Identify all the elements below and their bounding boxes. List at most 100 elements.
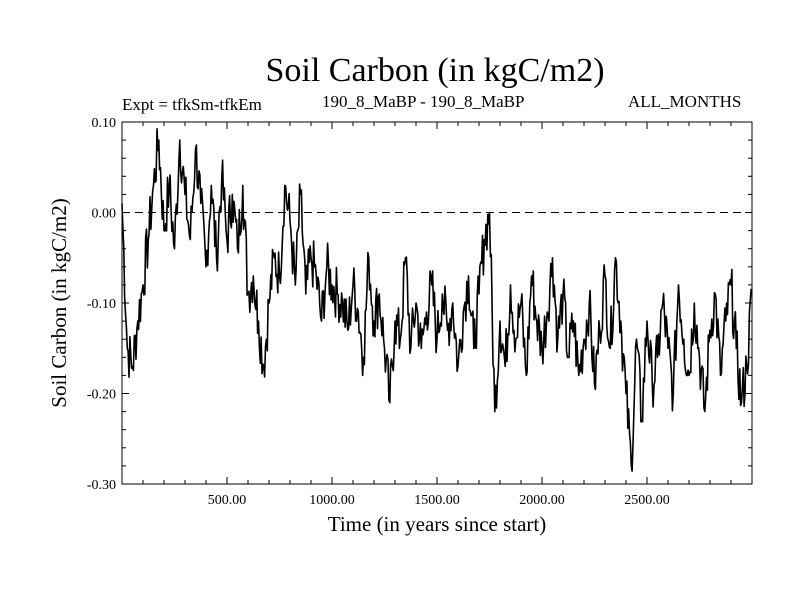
data-point — [520, 302, 522, 304]
chart-title: Soil Carbon (in kgC/m2) — [265, 52, 605, 89]
data-point — [630, 465, 632, 467]
data-point — [294, 284, 296, 286]
data-point — [200, 202, 202, 204]
data-point — [347, 329, 349, 331]
data-point — [646, 320, 648, 322]
x-tick-label: 2500.00 — [624, 493, 670, 508]
data-point — [488, 211, 490, 213]
data-point — [410, 347, 412, 349]
data-point — [546, 311, 548, 313]
data-point — [740, 401, 742, 403]
data-point — [168, 184, 170, 186]
data-point — [609, 347, 611, 349]
data-point — [215, 257, 217, 259]
data-point — [693, 302, 695, 304]
data-point — [446, 329, 448, 331]
y-tick-label: 0.10 — [92, 116, 117, 131]
data-point — [499, 320, 501, 322]
data-point — [572, 320, 574, 322]
data-point — [147, 238, 149, 240]
data-point — [142, 284, 144, 286]
data-point — [131, 365, 133, 367]
data-point — [315, 275, 317, 277]
data-point — [189, 238, 191, 240]
data-point — [326, 266, 328, 268]
y-tick-label: -0.20 — [87, 388, 116, 403]
data-point — [278, 275, 280, 277]
data-point — [641, 419, 643, 421]
data-point — [368, 257, 370, 259]
data-point — [725, 320, 727, 322]
data-point — [704, 410, 706, 412]
data-point — [252, 275, 254, 277]
data-point — [210, 184, 212, 186]
data-point — [341, 302, 343, 304]
data-point — [515, 338, 517, 340]
data-point — [399, 338, 401, 340]
data-point — [719, 374, 721, 376]
data-point — [436, 338, 438, 340]
data-point — [730, 284, 732, 286]
y-axis-label: Soil Carbon (in kgC/m2) — [47, 198, 71, 407]
data-point — [698, 356, 700, 358]
data-point — [362, 356, 364, 358]
data-point — [504, 365, 506, 367]
x-axis-label: Time (in years since start) — [328, 512, 547, 536]
series-layer — [121, 128, 753, 472]
data-point — [431, 284, 433, 286]
data-point — [567, 356, 569, 358]
data-point — [635, 338, 637, 340]
data-point — [331, 284, 333, 286]
data-point — [614, 257, 616, 259]
data-point — [583, 338, 585, 340]
data-point — [473, 347, 475, 349]
data-point — [242, 184, 244, 186]
y-tick-label: -0.30 — [87, 478, 116, 493]
data-point — [551, 257, 553, 259]
data-point — [357, 311, 359, 313]
data-point — [683, 338, 685, 340]
data-point — [557, 338, 559, 340]
data-point — [625, 392, 627, 394]
data-point — [478, 293, 480, 295]
data-point — [404, 257, 406, 259]
data-point — [578, 374, 580, 376]
data-point — [179, 139, 181, 141]
data-point — [541, 347, 543, 349]
data-point — [205, 266, 207, 268]
data-point — [273, 257, 275, 259]
data-point — [305, 293, 307, 295]
data-point — [378, 293, 380, 295]
data-point — [599, 329, 601, 331]
chart-subtitle: 190_8_MaBP - 190_8_MaBP — [322, 92, 525, 111]
data-point — [226, 238, 228, 240]
experiment-label: Expt = tfkSm-tfkEm — [122, 95, 262, 114]
data-point — [667, 347, 669, 349]
data-point — [310, 257, 312, 259]
data-point — [441, 293, 443, 295]
data-point — [236, 248, 238, 250]
data-point — [173, 248, 175, 250]
data-point — [530, 275, 532, 277]
data-point — [714, 293, 716, 295]
data-point — [672, 392, 674, 394]
y-tick-label: 0.00 — [92, 207, 117, 222]
data-point — [320, 320, 322, 322]
data-point — [588, 302, 590, 304]
data-point — [284, 184, 286, 186]
data-point — [268, 302, 270, 304]
series-line-soil-carbon — [121, 128, 753, 472]
data-point — [373, 320, 375, 322]
data-point — [452, 302, 454, 304]
data-point — [247, 293, 249, 295]
data-point — [336, 293, 338, 295]
data-point — [257, 320, 259, 322]
data-point — [389, 401, 391, 403]
data-point — [751, 293, 753, 295]
data-point — [263, 365, 265, 367]
axes-layer — [121, 121, 753, 485]
labels-layer: 500.00 1000.00 1500.00 2000.00 2500.00 -0.30 -… — [47, 116, 670, 536]
data-point — [525, 374, 527, 376]
data-point — [184, 193, 186, 195]
